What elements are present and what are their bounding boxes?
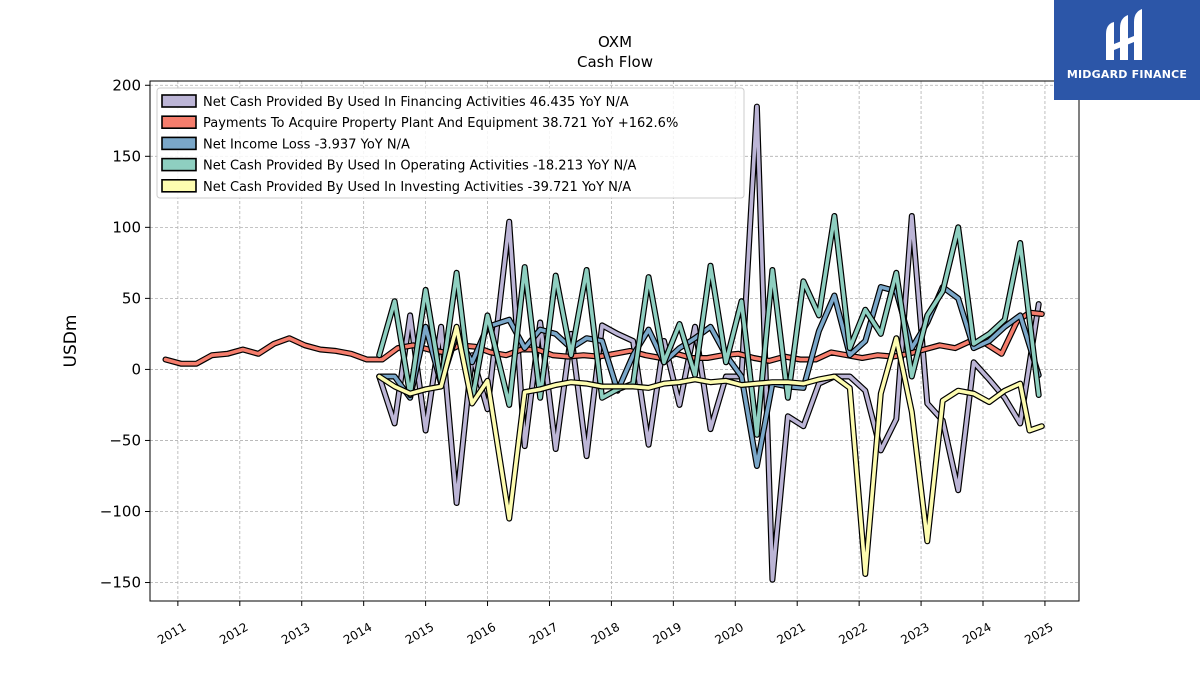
y-axis-label: USDm [61,315,81,368]
series-4 [376,213,1042,438]
series-1 [376,103,1042,583]
legend-entry: Net Cash Provided By Used In Financing A… [203,95,629,110]
y-tick-label: 100 [112,218,141,236]
legend-entry: Net Cash Provided By Used In Investing A… [203,180,631,195]
brand-name: MIDGARD FINANCE [1066,68,1188,81]
legend-swatch [161,157,197,172]
series-5 [376,323,1045,577]
brand-logo: MIDGARD FINANCE [1054,0,1200,100]
legend-swatch [161,179,197,193]
y-tick-label: 50 [122,289,141,307]
y-tick-label: −100 [100,502,141,520]
legend-entry: Payments To Acquire Property Plant And E… [203,116,678,131]
y-tick-label: −150 [100,574,141,592]
brand-logo-icon [1106,9,1142,60]
y-tick-label: 0 [131,360,141,378]
y-tick-label: −50 [109,431,141,449]
legend-swatch [161,94,197,108]
chart-subtitle: Cash Flow [577,53,653,71]
legend-entry: Net Income Loss -3.937 YoY N/A [203,137,410,152]
legend-swatch [161,115,197,129]
legend-frame [156,87,745,199]
series-line [377,104,1041,582]
plot-frame [149,80,1080,602]
legend: Net Cash Provided By Used In Financing A… [156,87,745,199]
series-line [377,324,1044,576]
legend-swatch [161,136,197,151]
series-line [377,214,1041,437]
chart-title: OXM [598,33,632,51]
y-axis-ticks: −150 −100 −50 0 50 100 150 200 [100,76,150,592]
y-tick-label: 200 [112,76,141,94]
legend-entry: Net Cash Provided By Used In Operating A… [203,159,637,174]
series-lines [162,103,1045,583]
y-tick-label: 150 [112,147,141,165]
